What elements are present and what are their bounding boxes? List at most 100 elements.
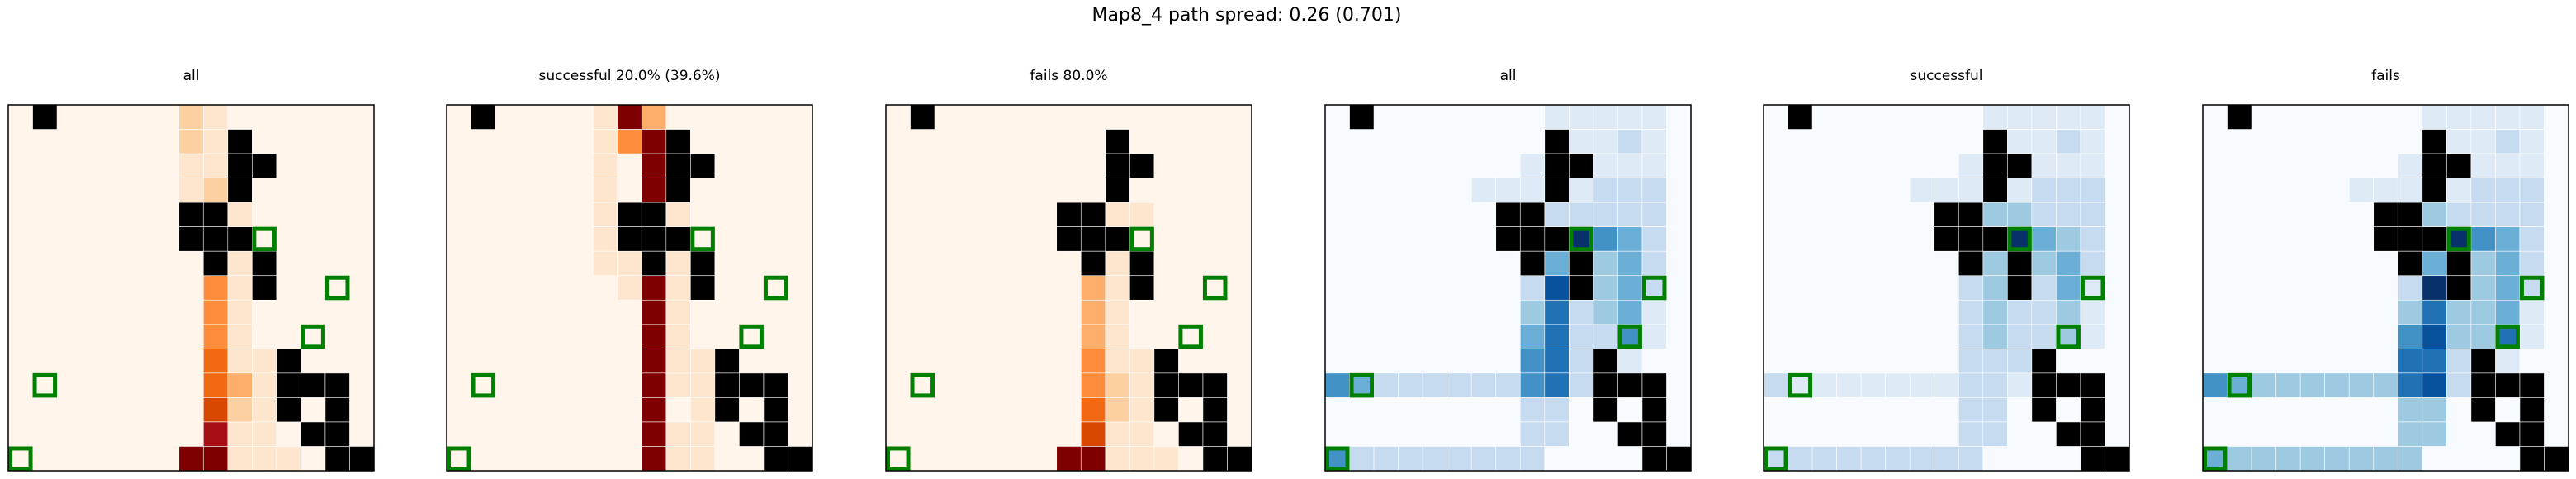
heatmap-cell — [1544, 324, 1570, 349]
panel-title: fails — [2371, 68, 2400, 84]
heatmap-cell — [202, 104, 229, 130]
heatmap-cell — [2470, 275, 2496, 301]
wall-cell — [227, 153, 253, 178]
heatmap-cell — [1593, 299, 1618, 325]
wall-cell — [301, 421, 326, 447]
heatmap-cell — [2422, 324, 2447, 349]
goal-marker — [2056, 324, 2081, 349]
heatmap-cell — [641, 372, 667, 398]
heatmap-cell — [227, 421, 253, 447]
wall-cell — [178, 226, 204, 252]
heatmap-cell — [690, 397, 716, 423]
wall-cell — [2080, 372, 2105, 398]
heatmap-cell — [1569, 104, 1594, 130]
heatmap-cell — [1080, 299, 1106, 325]
heatmap-cell — [2519, 178, 2545, 203]
heatmap-cell — [1129, 446, 1155, 472]
heatmap-cell — [1958, 397, 1984, 423]
goal-marker — [32, 372, 58, 398]
goal-marker — [1178, 324, 1203, 349]
heatmap-cell — [1641, 324, 1667, 349]
panel-frame — [2202, 104, 2569, 472]
heatmap-cell — [1934, 446, 1959, 472]
heatmap-cell — [227, 446, 253, 472]
goal-marker — [1349, 372, 1375, 398]
wall-cell — [2031, 349, 2057, 374]
heatmap-panel: fails — [2202, 68, 2569, 472]
heatmap-cell — [1982, 372, 2008, 398]
wall-cell — [32, 104, 58, 130]
heatmap-cell — [1641, 299, 1667, 325]
heatmap-cell — [276, 446, 301, 472]
wall-cell — [1934, 202, 1959, 227]
goal-marker — [886, 446, 911, 472]
wall-cell — [1641, 421, 1667, 447]
heatmap-cell — [617, 250, 642, 277]
goal-marker — [2495, 324, 2520, 349]
heatmap-cell — [1958, 178, 1984, 203]
heatmap-cell — [2422, 421, 2447, 447]
heatmap-cell — [2397, 421, 2423, 447]
heatmap-cell — [1373, 446, 1399, 472]
wall-cell — [324, 372, 350, 398]
heatmap-cell — [2080, 129, 2105, 154]
heatmap-cell — [2470, 250, 2496, 277]
heatmap-cell — [1617, 178, 1643, 203]
heatmap-cell — [1641, 104, 1667, 130]
heatmap-cell — [1982, 202, 2008, 227]
goal-marker — [1325, 446, 1350, 472]
heatmap-cell — [2495, 349, 2521, 374]
heatmap-cell — [227, 397, 253, 423]
heatmap-cell — [2446, 202, 2472, 227]
heatmap-cell — [1885, 446, 1911, 472]
heatmap-cell — [2227, 446, 2252, 472]
heatmap-cell — [2007, 104, 2033, 130]
heatmap-cell — [1105, 250, 1130, 277]
heatmap-cell — [252, 421, 277, 447]
goal-marker — [2007, 226, 2032, 252]
heatmap-cell — [1617, 202, 1643, 227]
heatmap-cell — [1958, 421, 1984, 447]
heatmap-cell — [1982, 275, 2008, 301]
wall-cell — [202, 202, 229, 227]
wall-cell — [1544, 153, 1570, 178]
heatmap-cell — [252, 397, 277, 423]
heatmap-cell — [2495, 129, 2521, 154]
heatmap-cell — [1836, 446, 1862, 472]
heatmap-cell — [1982, 397, 2008, 423]
heatmap-cell — [2470, 202, 2496, 227]
wall-cell — [1593, 372, 1618, 398]
wall-cell — [1519, 250, 1546, 277]
heatmap-cell — [2299, 446, 2325, 472]
heatmap-cell — [665, 421, 691, 447]
heatmap-cell — [2422, 299, 2447, 325]
heatmap-cell — [2422, 349, 2447, 374]
goal-marker — [1641, 275, 1667, 301]
wall-cell — [714, 349, 740, 374]
panel-frame — [885, 104, 1252, 472]
heatmap-cell — [252, 372, 277, 398]
heatmap-cell — [2470, 104, 2496, 130]
panel-frame — [7, 104, 375, 472]
heatmap-cell — [202, 372, 229, 398]
heatmap-cell — [202, 446, 229, 472]
wall-cell — [1153, 349, 1179, 374]
heatmap-cell — [2495, 250, 2521, 277]
wall-cell — [714, 397, 740, 423]
heatmap-cell — [1544, 372, 1570, 398]
heatmap-cell — [1519, 372, 1546, 398]
heatmap-cell — [1617, 226, 1643, 252]
wall-cell — [1641, 397, 1667, 423]
heatmap-cell — [202, 421, 229, 447]
heatmap-cell — [2422, 250, 2447, 277]
heatmap-cell — [1593, 250, 1618, 277]
heatmap-cell — [641, 397, 667, 423]
heatmap-cell — [2470, 178, 2496, 203]
heatmap-cell — [1129, 202, 1155, 227]
wall-cell — [227, 226, 253, 252]
wall-cell — [1982, 178, 2008, 203]
heatmap-cell — [2031, 129, 2057, 154]
heatmap-cell — [1909, 446, 1935, 472]
heatmap-cell — [178, 153, 204, 178]
